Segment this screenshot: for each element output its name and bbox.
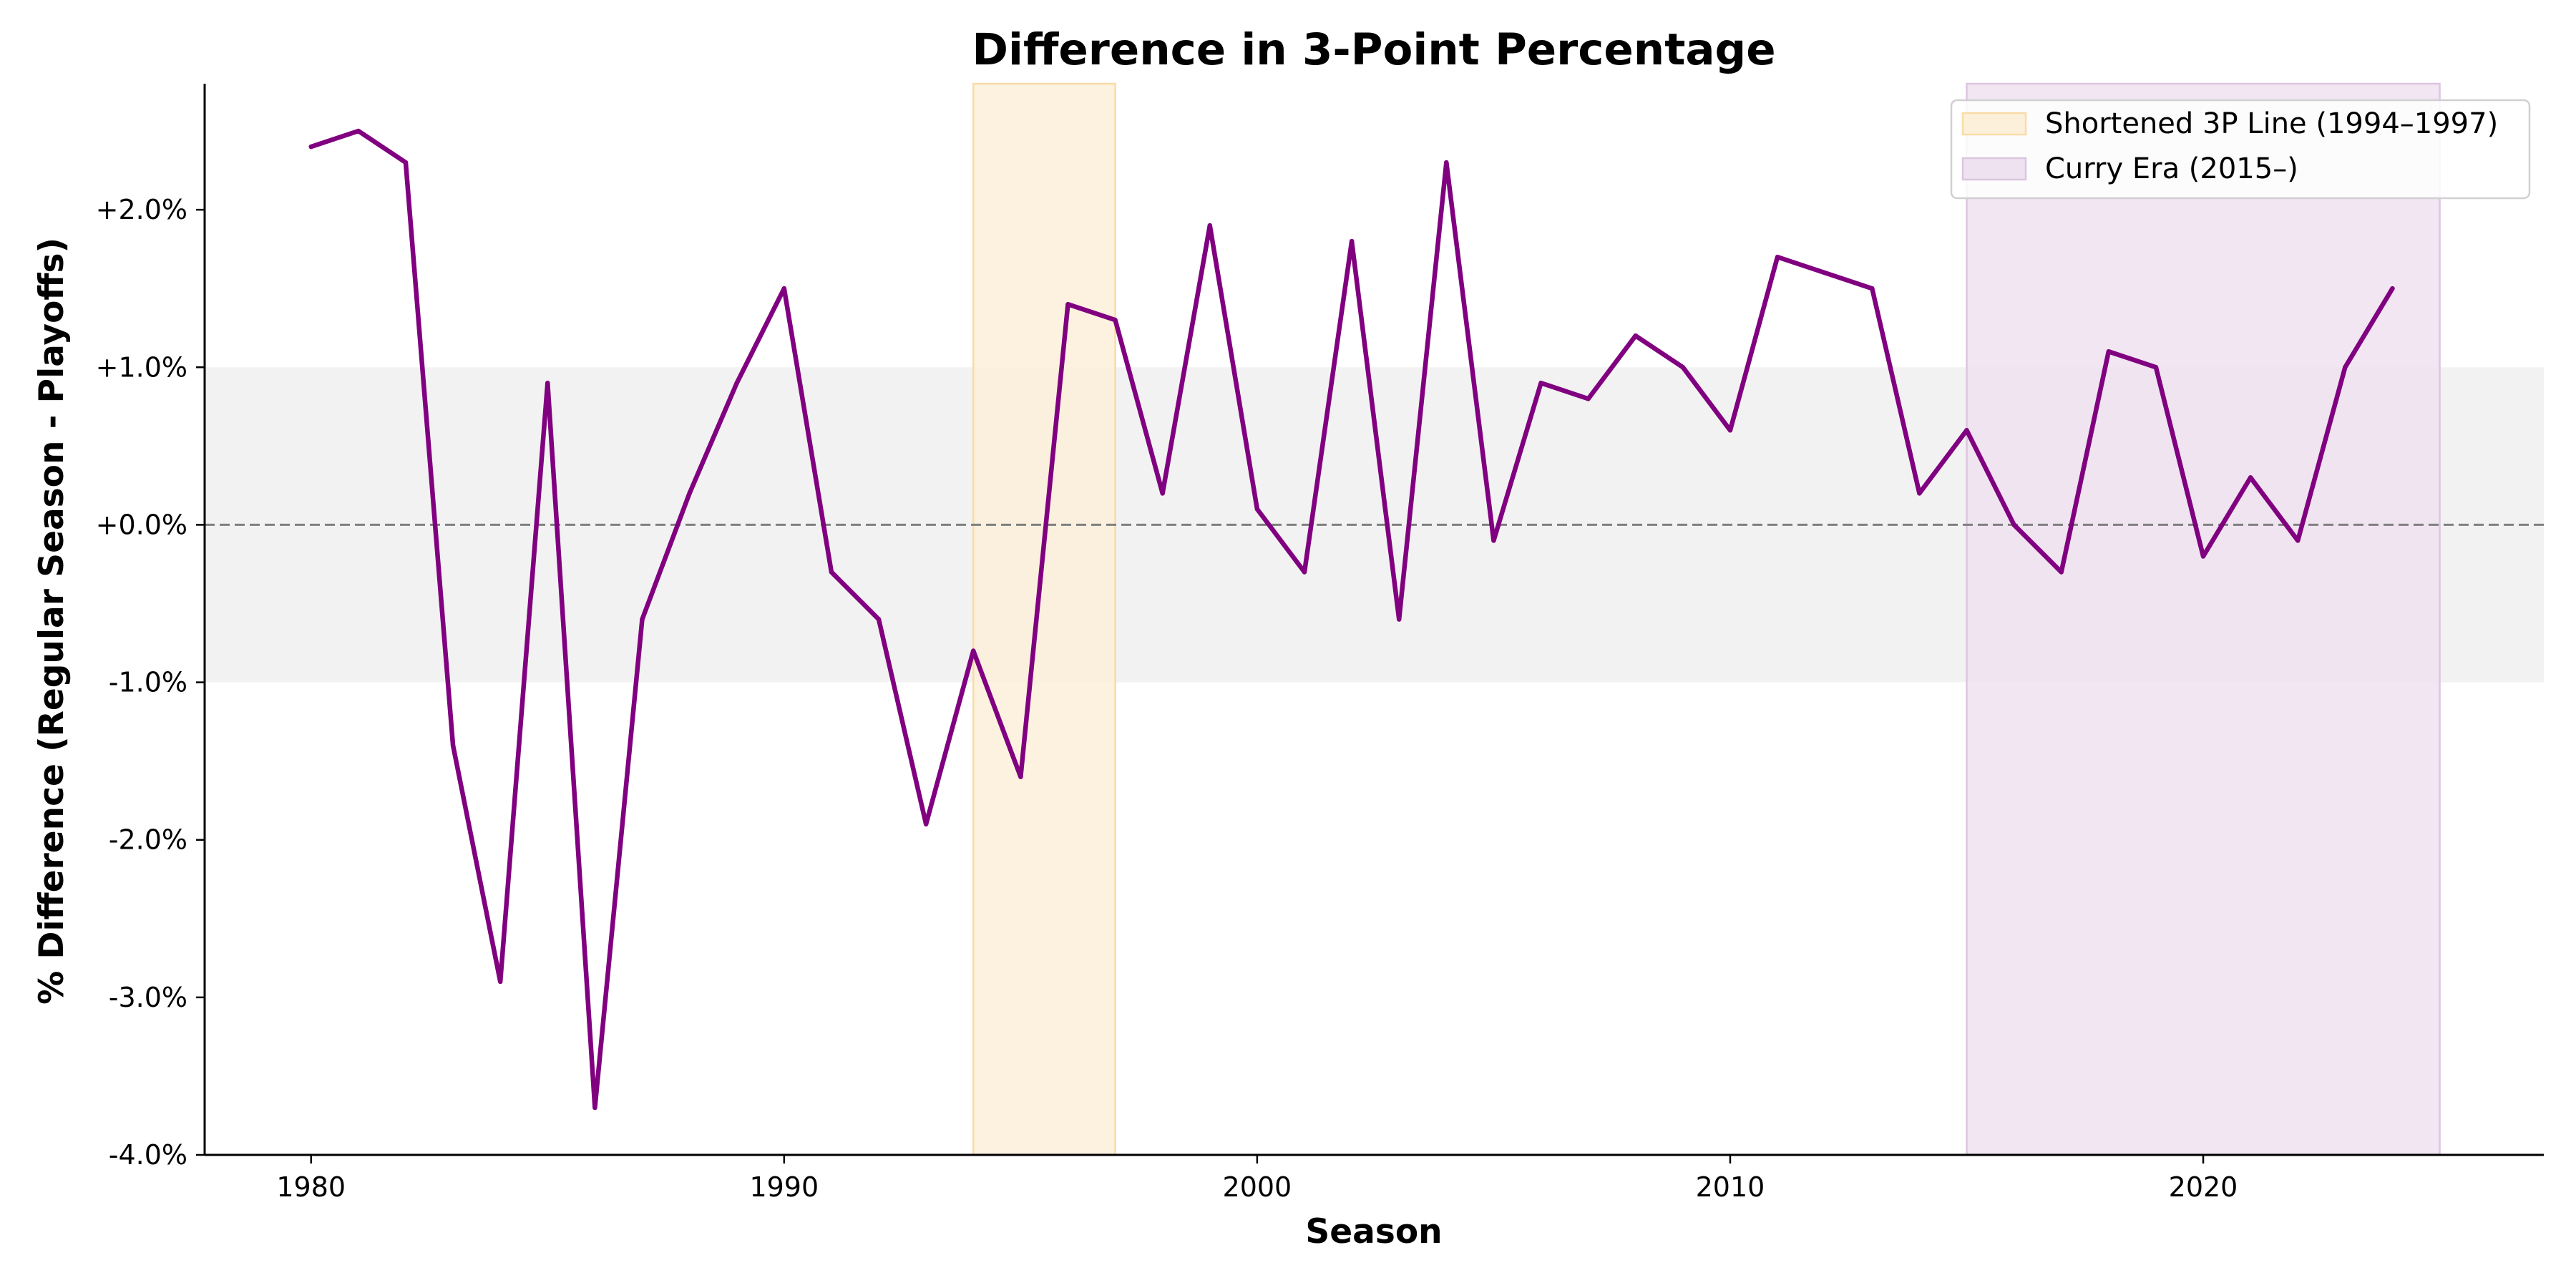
data-point-1983 — [450, 743, 456, 748]
data-point-2012 — [1822, 270, 1828, 275]
data-point-1999 — [1207, 223, 1212, 228]
data-point-1991 — [829, 570, 834, 575]
shaded-region-shortened-3p-line — [972, 82, 1116, 1156]
data-point-1985 — [545, 381, 550, 386]
y-tick-label-2: -2.0% — [109, 824, 187, 856]
data-point-2020 — [2200, 554, 2206, 559]
series-layer — [308, 128, 2395, 1111]
y-tick-label-5: +1.0% — [96, 351, 187, 383]
x-tick-label-1980: 1980 — [276, 1171, 346, 1203]
data-point-2007 — [1586, 396, 1591, 401]
y-tick-label-1: -3.0% — [109, 982, 187, 1013]
data-point-2022 — [2296, 538, 2301, 543]
data-point-1980 — [308, 144, 313, 150]
data-point-2023 — [2343, 365, 2348, 370]
x-tick-label-2010: 2010 — [1696, 1171, 1765, 1203]
data-point-2009 — [1680, 365, 1686, 370]
data-point-2018 — [2106, 349, 2112, 354]
data-point-1993 — [923, 821, 929, 826]
data-point-2024 — [2390, 286, 2395, 291]
data-point-1987 — [640, 617, 645, 622]
y-axis-label: % Difference (Regular Season - Playoffs) — [32, 238, 72, 1005]
data-point-1996 — [1065, 302, 1070, 307]
data-point-1981 — [356, 128, 361, 134]
y-tick-label-4: +0.0% — [96, 509, 187, 540]
data-point-2005 — [1491, 538, 1496, 543]
data-point-2013 — [1870, 286, 1875, 291]
data-point-1990 — [781, 286, 787, 291]
data-point-2001 — [1302, 570, 1307, 575]
data-point-2003 — [1397, 617, 1402, 622]
axes — [203, 84, 2544, 1156]
data-point-1986 — [592, 1105, 597, 1111]
data-point-1997 — [1113, 318, 1118, 323]
data-point-2015 — [1964, 428, 1969, 433]
data-point-2010 — [1727, 428, 1733, 433]
data-point-2006 — [1538, 381, 1543, 386]
data-point-2004 — [1444, 160, 1449, 165]
legend-swatch-shortened-3p-line — [1961, 112, 2027, 136]
x-tick-label-2020: 2020 — [2169, 1171, 2238, 1203]
shaded-region-curry-era — [1966, 82, 2441, 1156]
legend-swatch-curry-era — [1961, 157, 2027, 181]
data-point-2011 — [1775, 254, 1780, 260]
legend-label-curry-era: Curry Era (2015–) — [2045, 152, 2298, 185]
data-point-1982 — [403, 160, 409, 165]
x-tick-label-2000: 2000 — [1223, 1171, 1292, 1203]
data-point-1994 — [971, 648, 976, 653]
data-point-2014 — [1917, 491, 1922, 496]
ticks: 1980 1990 2000 2010 2020 -4.0% -3.0% -2.0% -1.0%… — [96, 194, 2238, 1203]
data-point-2008 — [1633, 333, 1638, 338]
legend-frame — [1950, 99, 2531, 200]
data-point-2021 — [2248, 475, 2253, 480]
x-tick-label-1990: 1990 — [749, 1171, 819, 1203]
data-point-1989 — [734, 381, 739, 386]
data-point-2019 — [2153, 365, 2159, 370]
y-tick-label-3: -1.0% — [109, 667, 187, 698]
data-point-1984 — [497, 979, 503, 985]
data-point-1995 — [1018, 774, 1023, 779]
data-point-2016 — [2011, 522, 2016, 527]
data-point-1992 — [876, 617, 882, 622]
data-point-2000 — [1254, 507, 1260, 512]
chart-title: Difference in 3-Point Percentage — [972, 24, 1775, 75]
data-point-2002 — [1349, 238, 1355, 244]
y-tick-label-6: +2.0% — [96, 194, 187, 225]
data-point-1988 — [687, 491, 692, 496]
legend-label-shortened-3p-line: Shortened 3P Line (1994–1997) — [2045, 107, 2498, 140]
legend: Shortened 3P Line (1994–1997) Curry Era … — [1950, 99, 2531, 200]
data-point-2017 — [2059, 570, 2064, 575]
x-axis-label: Season — [1305, 1212, 1442, 1252]
shaded-regions — [972, 82, 2441, 1156]
y-tick-label-0: -4.0% — [109, 1139, 187, 1171]
data-point-1998 — [1160, 491, 1165, 496]
